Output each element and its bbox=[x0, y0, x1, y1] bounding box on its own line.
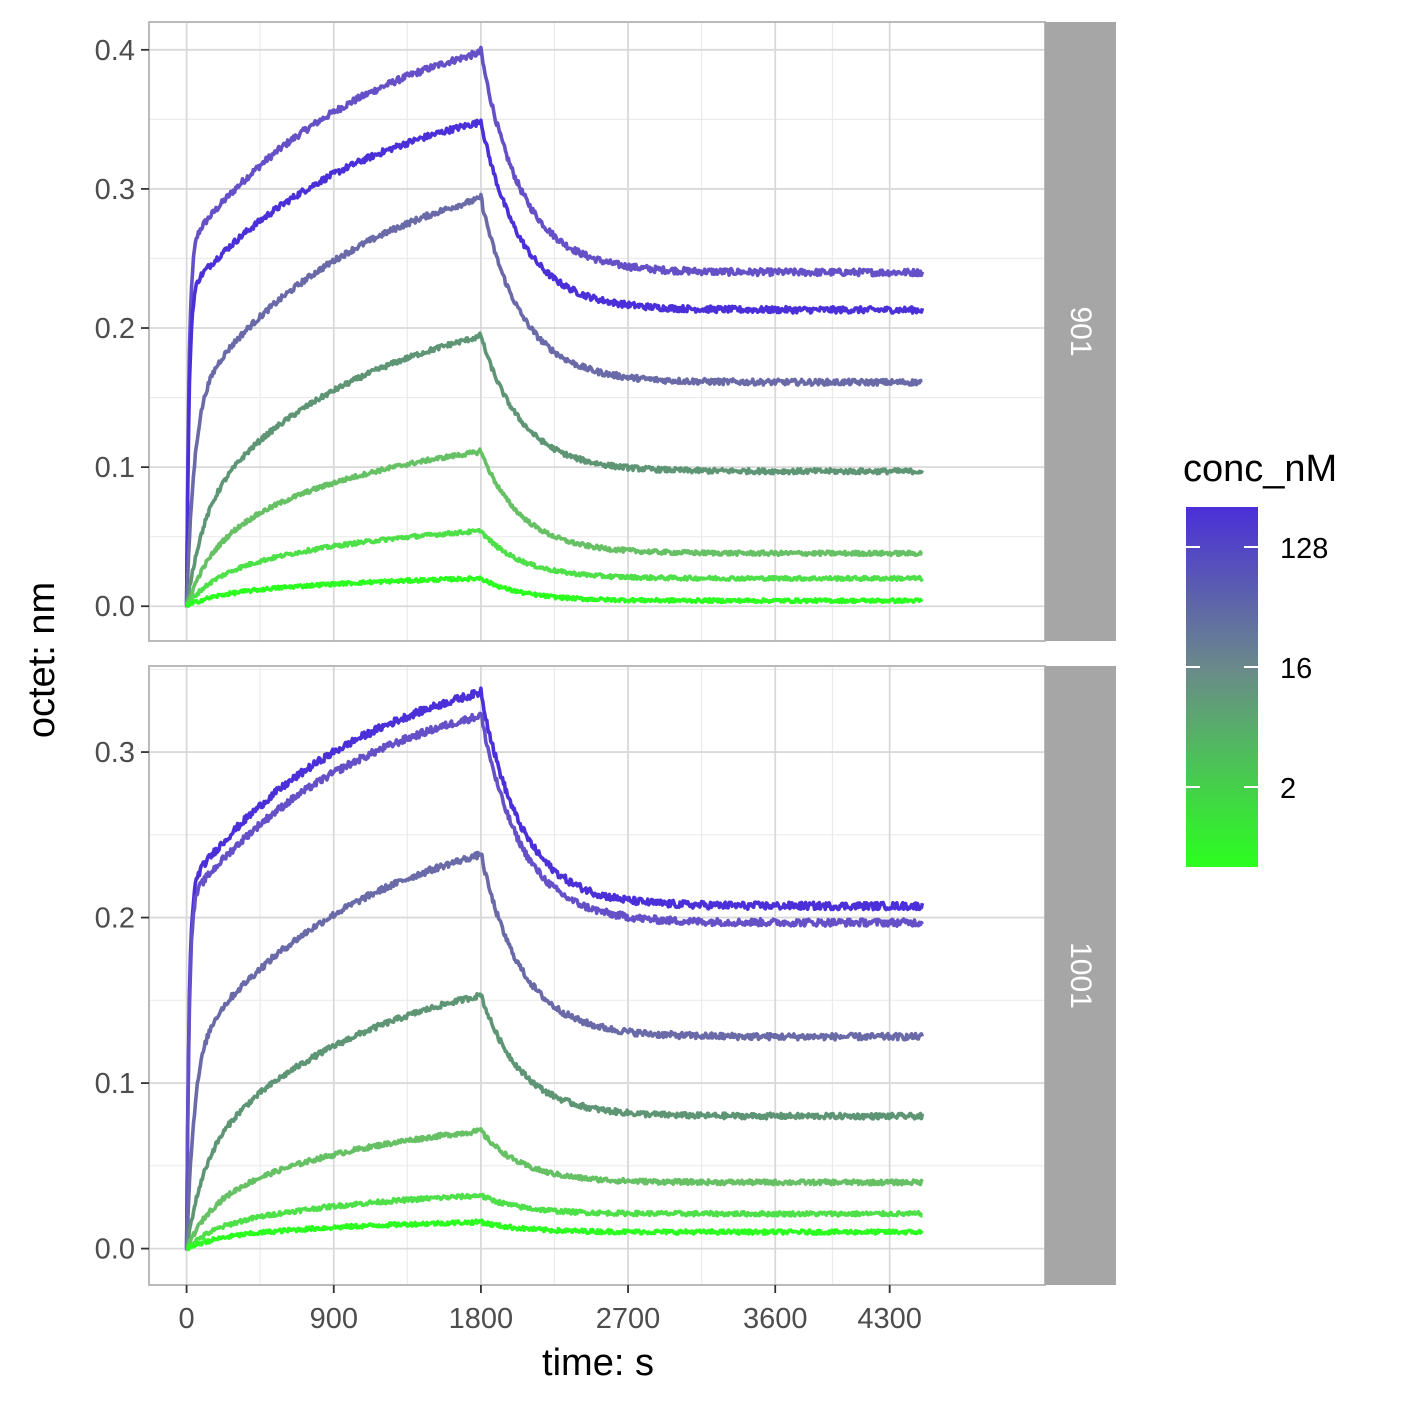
y-tick-label: 0.3 bbox=[95, 174, 135, 206]
color-legend: conc_nM 128 16 2 bbox=[1183, 448, 1337, 867]
x-tick-label: 0 bbox=[179, 1303, 195, 1335]
series-line-128nm bbox=[184, 711, 924, 1248]
y-tick-label: 0.1 bbox=[95, 1068, 135, 1100]
y-tick-label: 0.1 bbox=[95, 452, 135, 484]
legend-title: conc_nM bbox=[1183, 448, 1337, 490]
x-tick-label: 900 bbox=[310, 1303, 358, 1335]
x-axis-title: time: s bbox=[542, 1342, 654, 1384]
series-line-2nm bbox=[184, 447, 924, 606]
series-line-256nm bbox=[184, 118, 925, 605]
y-tick-label: 0.2 bbox=[95, 313, 135, 345]
legend-label: 2 bbox=[1280, 773, 1296, 805]
y-axis-title: octet: nm bbox=[21, 582, 63, 738]
series-line-0.5nm bbox=[184, 575, 924, 608]
series-line-128nm bbox=[184, 45, 925, 606]
facet-strip-label: 1001 bbox=[1064, 942, 1097, 1009]
x-tick-label: 4300 bbox=[857, 1303, 922, 1335]
y-tick-label: 0.3 bbox=[95, 737, 135, 769]
facet-strip bbox=[1045, 22, 1116, 641]
y-tick-label: 0.0 bbox=[95, 1234, 135, 1266]
y-tick-label: 0.2 bbox=[95, 903, 135, 935]
series-line-32nm bbox=[184, 192, 924, 608]
series-line-1nm bbox=[185, 527, 924, 609]
facet-strip-label: 901 bbox=[1064, 306, 1097, 356]
legend-label: 128 bbox=[1280, 533, 1328, 565]
y-tick-label: 0.4 bbox=[95, 35, 135, 67]
series-line-8nm bbox=[184, 331, 924, 606]
legend-colorbar bbox=[1186, 507, 1258, 867]
facet-strip bbox=[1045, 666, 1116, 1285]
y-tick-label: 0.0 bbox=[95, 591, 135, 623]
series-line-1nm bbox=[185, 1192, 924, 1251]
series-line-8nm bbox=[184, 992, 925, 1249]
facet-panel-901: 0.0 0.1 0.2 0.3 0.4 901 bbox=[95, 21, 1116, 642]
panel-background bbox=[149, 666, 1045, 1285]
x-tick-label: 1800 bbox=[449, 1303, 514, 1335]
facet-panels: 0.0 0.1 0.2 0.3 0.4 901 0.0 0.1 0.2 0.3 1001 bbox=[95, 21, 1116, 1286]
series-line-32nm bbox=[184, 850, 925, 1251]
series-line-2nm bbox=[185, 1127, 924, 1249]
x-tick-label: 2700 bbox=[596, 1303, 661, 1335]
legend-label: 16 bbox=[1280, 653, 1312, 685]
series-line-0.5nm bbox=[185, 1218, 924, 1252]
x-axis: 0 900 1800 2700 3600 4300 bbox=[179, 1285, 922, 1335]
panel-background bbox=[149, 22, 1045, 641]
facet-panel-1001: 0.0 0.1 0.2 0.3 1001 bbox=[95, 665, 1116, 1286]
series-line-256nm bbox=[184, 686, 925, 1249]
x-tick-label: 3600 bbox=[743, 1303, 808, 1335]
